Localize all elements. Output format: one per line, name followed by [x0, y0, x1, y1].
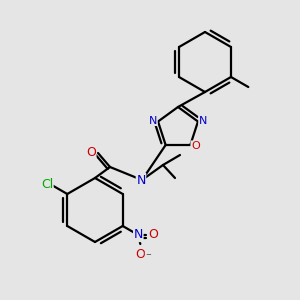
Text: N: N	[149, 116, 157, 125]
Text: N: N	[199, 116, 207, 125]
Text: N: N	[136, 173, 146, 187]
Text: O: O	[135, 248, 145, 260]
Text: N: N	[134, 229, 143, 242]
Text: O: O	[148, 229, 158, 242]
Text: ⁻: ⁻	[146, 252, 151, 262]
Text: O: O	[86, 146, 96, 160]
Text: O: O	[191, 141, 200, 151]
Text: Cl: Cl	[41, 178, 53, 190]
